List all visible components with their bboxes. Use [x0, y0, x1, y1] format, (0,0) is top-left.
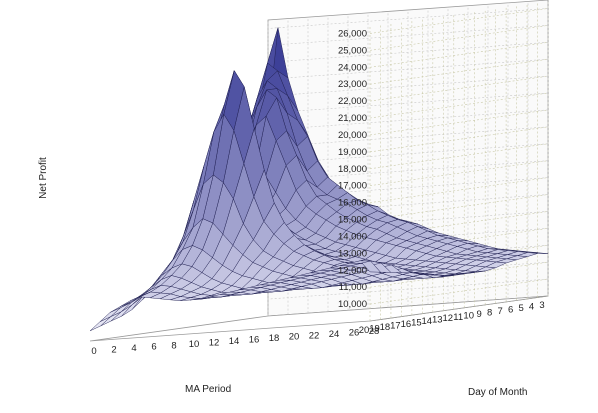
x-tick-label: 11	[453, 312, 463, 323]
x-tick-label: 14	[422, 316, 433, 327]
z-tick-label: 25,000	[338, 45, 367, 56]
x-tick-label: 12	[443, 313, 454, 324]
z-tick-label: 19,000	[338, 147, 367, 158]
surface-mesh	[89, 27, 549, 332]
gridline-z-right	[267, 92, 549, 114]
x-tick-label: 4	[529, 302, 534, 313]
y-axis-ticks: 0 2 4 6 8 10 12 14 16 18 20 22 24 26 28	[91, 326, 379, 357]
gridline-z-right	[267, 109, 549, 131]
z-tick-label: 17,000	[338, 181, 367, 192]
x-tick-label: 8	[487, 307, 492, 318]
z-tick-label: 16,000	[338, 198, 367, 209]
z-tick-label: 11,000	[339, 282, 367, 293]
x-tick-label: 20	[359, 325, 370, 336]
y-tick-label: 2	[111, 345, 116, 356]
y-tick-label: 12	[209, 337, 220, 348]
x-tick-label: 19	[369, 324, 380, 335]
y-tick-label: 14	[229, 336, 240, 347]
z-tick-label: 13,000	[338, 248, 367, 259]
gridline-z-left	[369, 160, 549, 186]
y-tick-label: 10	[189, 339, 200, 350]
z-axis-ticks: 10,000 11,000 12,000 13,000 14,000 15,000 16,0…	[338, 29, 367, 311]
x-tick-label: 13	[432, 315, 443, 326]
z-tick-label: 12,000	[338, 265, 367, 276]
y-tick-label: 26	[349, 327, 360, 338]
z-axis-label: Net Profit	[38, 157, 49, 199]
gridline-z-left	[369, 25, 549, 51]
y-tick-label: 4	[131, 343, 136, 354]
y-tick-label: 16	[249, 335, 260, 346]
y-tick-label: 20	[289, 332, 300, 343]
x-tick-label: 17	[390, 321, 401, 332]
x-tick-label: 16	[401, 319, 412, 330]
gridline-z-right	[267, 8, 549, 29]
z-tick-label: 14,000	[338, 231, 367, 242]
y-tick-label: 22	[309, 330, 320, 341]
y-tick-label: 18	[269, 333, 280, 344]
x-tick-label: 10	[463, 310, 474, 321]
gridline-z-left	[369, 41, 549, 68]
gridline-z-left	[369, 109, 549, 136]
z-tick-label: 22,000	[338, 96, 367, 107]
x-tick-label: 6	[508, 304, 513, 315]
x-tick-label: 9	[477, 309, 482, 320]
z-tick-label: 23,000	[338, 79, 367, 90]
gridline-z-left	[369, 177, 549, 203]
surface-facet	[89, 316, 111, 332]
z-tick-label: 21,000	[338, 113, 367, 124]
gridline-z-left	[369, 92, 549, 119]
gridline-z-left	[369, 278, 549, 305]
z-tick-label: 15,000	[338, 215, 367, 226]
gridline-z-right	[267, 75, 549, 97]
y-tick-label: 24	[329, 329, 340, 340]
z-tick-label: 10,000	[338, 299, 367, 310]
gridline-z-left	[369, 8, 549, 34]
y-tick-label: 0	[91, 346, 96, 357]
y-tick-label: 8	[171, 340, 176, 351]
x-tick-label: 7	[497, 306, 502, 317]
gridline-z-right	[267, 25, 549, 46]
z-tick-label: 24,000	[338, 62, 367, 73]
z-tick-label: 20,000	[338, 130, 367, 141]
x-tick-label: 3	[539, 300, 544, 311]
gridline-z-left	[369, 194, 549, 220]
gridline-z-left	[369, 58, 549, 85]
z-tick-label: 18,000	[338, 164, 367, 175]
x-tick-label: 15	[411, 318, 422, 329]
y-tick-label: 28	[369, 326, 380, 337]
z-tick-label: 26,000	[338, 29, 367, 40]
gridline-z-left	[369, 75, 549, 102]
gridline-z-left	[369, 126, 549, 153]
y-tick-label: 6	[151, 342, 156, 353]
x-axis-label: MA Period	[185, 384, 231, 395]
x-tick-label: 18	[380, 322, 391, 333]
x-tick-label: 5	[518, 303, 523, 314]
gridline-z-left	[369, 143, 549, 170]
y-axis-label: Day of Month	[468, 387, 527, 398]
floor-plane	[89, 295, 549, 342]
